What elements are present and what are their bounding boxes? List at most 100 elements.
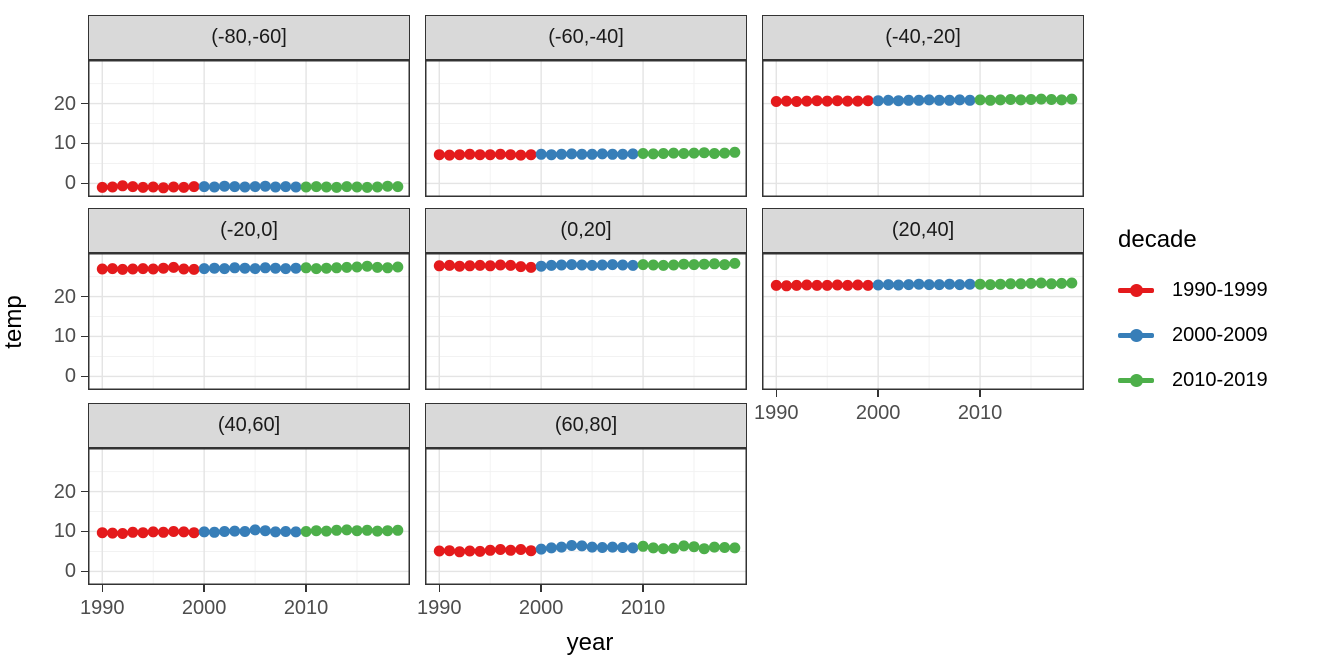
facet-strip-label: (-40,-20] [885,26,961,48]
data-point [831,95,843,107]
data-point [586,148,598,160]
data-point [147,526,159,538]
data-point [219,526,230,537]
data-point [556,541,567,553]
panel-border [88,448,410,585]
data-point [341,524,353,536]
x-tick-label: 2000 [855,402,901,424]
data-point [688,541,700,553]
data-point [259,180,271,192]
y-tick-mark [81,295,88,298]
data-point [198,263,210,275]
panel-background [88,60,410,197]
data-point [433,149,445,161]
data-point [657,259,669,271]
data-point [229,525,241,537]
facet-panel [762,60,1084,197]
y-tick-mark [81,102,88,105]
data-point [994,278,1006,290]
data-point [872,279,884,291]
data-point [984,279,996,291]
panel-background [88,253,410,390]
data-point [831,279,843,291]
data-point [454,149,466,161]
data-point [331,181,343,193]
data-point [331,262,343,274]
legend-dot-swatch [1129,284,1143,297]
x-tick-label: 2000 [518,597,564,619]
data-point [127,181,139,193]
data-point [903,279,915,291]
y-tick-mark [81,142,88,145]
data-point [157,262,169,274]
data-point [117,180,129,192]
data-point [617,542,629,553]
data-point [893,95,904,107]
data-point [127,526,139,538]
x-tick-mark [101,585,104,592]
data-point [454,260,466,272]
data-point [545,542,557,554]
data-point [1015,278,1027,290]
data-point [117,528,129,539]
legend-dot-swatch [1129,374,1143,387]
data-point [719,259,731,271]
data-point [137,263,149,275]
data-point [433,545,445,557]
data-point [596,259,608,271]
data-point [944,94,955,106]
legend-key-icon [1118,326,1154,346]
data-point [249,263,261,275]
data-point [1045,278,1057,290]
data-point [688,259,700,271]
data-point [229,262,241,274]
x-tick-label: 2010 [283,597,329,619]
data-point [556,259,567,271]
data-point [280,181,292,193]
data-point [168,181,180,193]
data-point [882,94,894,106]
data-point [249,181,261,193]
data-point [178,526,190,538]
data-point [954,94,966,106]
data-point [933,94,945,106]
y-tick-label: 10 [53,520,76,543]
facet-panel [762,253,1084,390]
panel-background [425,448,747,585]
facet-strip-label: (20,40] [891,219,955,241]
data-point [781,95,792,107]
data-point [168,526,180,537]
data-point [392,524,404,536]
data-point [474,545,486,557]
facet-strip: (-20,0] [88,208,410,253]
data-point [208,262,220,274]
facet-strip-label: (-20,0] [220,219,278,241]
x-tick-mark [877,390,879,397]
y-tick-label: 20 [53,92,76,115]
facet-strip: (-80,-60] [88,15,410,60]
y-tick-mark [81,375,88,378]
data-point [382,525,394,537]
data-point [862,279,874,291]
data-point [719,147,731,159]
legend-entry: 2000-2009 [1118,313,1344,358]
y-tick-mark [81,570,88,573]
data-point [657,543,669,555]
data-point [842,279,854,291]
data-point [290,262,302,274]
y-tick-label: 0 [64,365,76,388]
data-point [1025,94,1037,105]
data-point [729,257,741,269]
data-point [107,263,118,275]
data-point [811,279,823,291]
data-point [168,261,180,273]
data-point [923,94,935,106]
data-point [668,259,680,271]
facet-strip: (20,40] [762,208,1084,253]
data-point [259,262,271,274]
data-point [576,540,588,552]
data-point [484,149,496,161]
data-point [494,259,506,271]
panel-border [762,253,1084,390]
panel-border [425,60,747,197]
